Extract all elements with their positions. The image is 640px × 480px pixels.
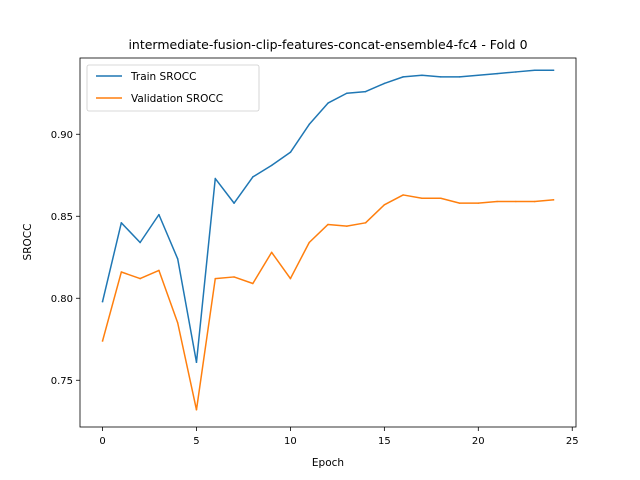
x-tick-label: 5 (193, 436, 199, 447)
data-point (533, 69, 536, 72)
data-point (252, 176, 254, 178)
data-point (421, 197, 423, 199)
data-point (270, 164, 273, 167)
data-point (458, 202, 461, 204)
y-tick-label: 0.80 (51, 294, 73, 305)
chart-title: intermediate-fusion-clip-features-concat… (128, 37, 527, 52)
data-point (233, 202, 235, 204)
x-axis-label: Epoch (312, 457, 344, 469)
data-point (195, 409, 198, 411)
data-point (327, 102, 329, 104)
data-point (158, 213, 160, 216)
data-point (402, 76, 404, 78)
data-point (364, 90, 367, 93)
data-point (214, 277, 217, 280)
data-point (139, 241, 141, 244)
data-point (176, 322, 179, 324)
data-point (233, 276, 235, 278)
data-point (383, 82, 386, 85)
data-point (158, 269, 160, 272)
y-axis-label: SROCC (22, 224, 34, 261)
x-tick-label: 0 (99, 436, 105, 447)
data-point (496, 200, 498, 203)
x-tick-label: 20 (472, 436, 485, 447)
data-point (346, 225, 348, 227)
data-point (214, 177, 217, 180)
data-point (327, 223, 329, 226)
data-point (308, 123, 310, 126)
data-point (101, 300, 104, 303)
x-axis-ticks: 0 5 10 15 20 25 (99, 427, 579, 447)
y-tick-label: 0.75 (51, 376, 73, 387)
y-tick-label: 0.85 (51, 212, 73, 223)
x-tick-label: 10 (284, 436, 297, 447)
data-point (477, 74, 480, 76)
data-point (308, 241, 310, 244)
data-point (496, 72, 498, 75)
data-point (402, 194, 404, 196)
data-point (533, 200, 536, 203)
data-point (515, 71, 517, 73)
data-point (515, 200, 517, 203)
data-point (477, 202, 480, 204)
data-point (101, 340, 104, 342)
data-point (421, 74, 423, 76)
legend: Train SROCC Validation SROCC (86, 64, 260, 112)
data-point (289, 277, 292, 280)
data-point (458, 76, 461, 78)
data-point (439, 197, 442, 199)
data-point (364, 222, 367, 224)
data-point (289, 151, 292, 154)
y-axis-ticks: 0.75 0.80 0.85 0.90 (51, 130, 80, 387)
plot-frame (79, 57, 577, 428)
legend-box (86, 64, 260, 112)
data-point (439, 76, 442, 78)
x-tick-label: 15 (378, 436, 391, 447)
data-point (176, 258, 179, 260)
y-tick-label: 0.90 (51, 130, 73, 141)
data-point (195, 361, 198, 363)
series-layer (101, 69, 555, 411)
data-point (383, 204, 386, 206)
x-tick-label: 25 (566, 436, 579, 447)
data-point (552, 199, 555, 201)
data-point (139, 277, 141, 280)
data-point (270, 251, 273, 254)
plot-background (80, 58, 576, 427)
data-point (252, 282, 254, 285)
legend-label-train: Train SROCC (130, 71, 196, 83)
legend-label-validation: Validation SROCC (131, 93, 223, 105)
data-point (120, 222, 123, 224)
data-point (120, 271, 123, 273)
data-point (552, 69, 555, 72)
data-point (346, 92, 348, 95)
